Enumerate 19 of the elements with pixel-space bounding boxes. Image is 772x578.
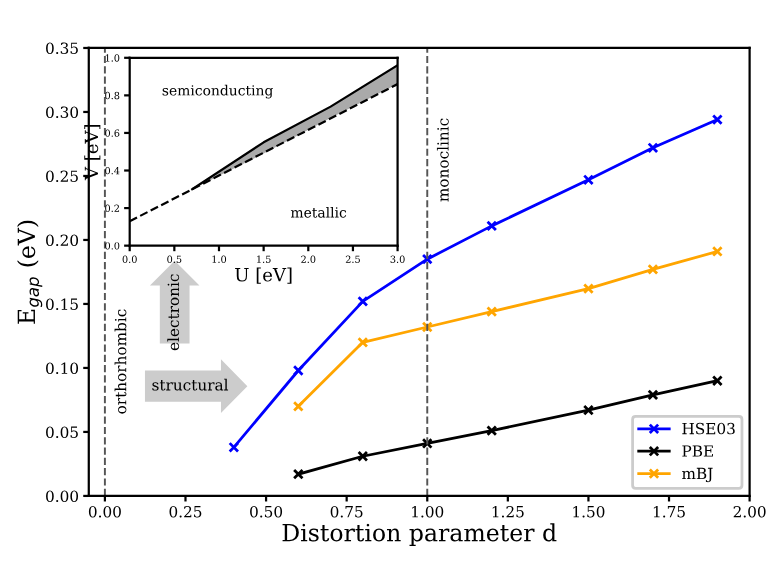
point: [647, 263, 659, 275]
point: [486, 220, 498, 232]
point: [421, 321, 433, 333]
point: [357, 450, 369, 462]
point: [421, 437, 433, 450]
point: [647, 389, 659, 401]
point: [486, 306, 498, 318]
y-axis-title: E$_{gap}$ (eV): [17, 220, 43, 324]
x-axis-title: Distortion parameter d: [282, 523, 557, 547]
point: [647, 142, 659, 154]
point: [582, 174, 594, 186]
point: [582, 404, 594, 416]
point: [421, 253, 433, 265]
x-axis-title: U [eV]: [235, 267, 292, 284]
point: [357, 336, 369, 348]
point: [292, 364, 304, 377]
point: [582, 283, 594, 295]
point: [486, 425, 498, 437]
point: [357, 295, 369, 307]
